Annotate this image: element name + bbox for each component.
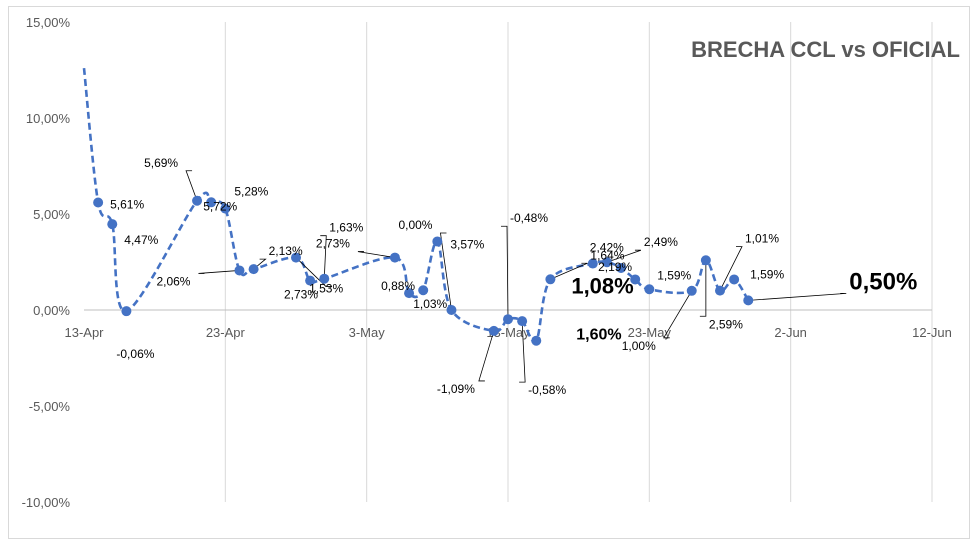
data-label: 1,59% <box>750 267 784 281</box>
data-label: 5,61% <box>110 197 144 211</box>
leader-line <box>185 170 198 201</box>
data-label: 1,63% <box>329 221 363 235</box>
leader-line <box>198 270 240 274</box>
data-point <box>234 265 245 276</box>
data-label: 0,00% <box>398 218 432 232</box>
data-point <box>305 275 316 286</box>
x-tick-label: 12-Jun <box>912 325 952 340</box>
data-point <box>700 255 711 266</box>
x-tick-label: 2-Jun <box>774 325 807 340</box>
data-label: 2,19% <box>598 260 632 274</box>
data-label: 0,50% <box>849 268 917 295</box>
data-label: 4,47% <box>124 233 158 247</box>
data-point <box>531 335 542 346</box>
data-point <box>503 314 513 325</box>
data-point <box>644 284 655 295</box>
data-label: 3,57% <box>450 237 484 251</box>
data-point <box>517 316 528 327</box>
data-label: -0,58% <box>528 383 566 397</box>
data-point <box>220 203 231 214</box>
data-point <box>488 325 499 336</box>
leader-line <box>748 292 847 301</box>
data-label: -1,09% <box>437 382 475 396</box>
data-label: 5,69% <box>144 156 178 170</box>
data-point <box>630 274 641 285</box>
data-label: 2,73% <box>284 288 318 302</box>
data-label: 1,60% <box>576 327 621 344</box>
y-tick-label: 0,00% <box>33 303 70 318</box>
data-point <box>601 257 612 268</box>
data-point <box>715 285 725 296</box>
data-label: 1,03% <box>413 297 447 311</box>
data-point <box>291 252 301 263</box>
leader-line <box>519 321 526 383</box>
y-tick-label: -10,00% <box>22 495 71 510</box>
data-point <box>545 274 556 285</box>
gridlines <box>224 22 933 502</box>
data-label: 1,64% <box>590 248 624 262</box>
data-label: 2,42% <box>590 241 624 255</box>
data-point <box>432 236 443 247</box>
data-label: -0,06% <box>116 347 154 361</box>
data-label: 2,13% <box>269 244 303 258</box>
leader-line <box>550 262 588 280</box>
data-point <box>404 288 415 299</box>
data-point <box>587 258 598 269</box>
data-point <box>107 219 118 230</box>
data-points <box>93 195 754 346</box>
leader-line <box>606 249 642 263</box>
y-tick-label: 10,00% <box>26 111 71 126</box>
y-tick-label: -5,00% <box>29 399 71 414</box>
leader-line <box>663 290 693 339</box>
leader-line <box>478 330 495 382</box>
y-axis-ticks: -10,00% -5,00% 0,00% 5,00% 10,00% 15,00% <box>22 15 71 510</box>
data-point <box>686 285 697 296</box>
data-label: 1,00% <box>622 339 656 353</box>
data-label: 5,72% <box>203 199 237 213</box>
chart-title: BRECHA CCL vs OFICIAL <box>691 37 960 62</box>
leader-line <box>320 235 327 279</box>
data-label: 0,88% <box>381 279 415 293</box>
label-leader-lines <box>185 170 847 383</box>
x-tick-label: 23-May <box>628 325 672 340</box>
leader-line <box>357 251 395 258</box>
leader-line <box>699 260 707 317</box>
leader-line <box>295 257 332 287</box>
x-axis-ticks: 13-Apr 23-Apr 3-May 13-May 23-May 2-Jun 12-Jun <box>64 325 951 340</box>
data-label: 1,08% <box>571 273 633 298</box>
data-point <box>93 197 104 208</box>
data-point <box>616 262 627 273</box>
data-label: -0,48% <box>510 211 548 225</box>
data-point <box>319 273 330 284</box>
data-label: 2,73% <box>316 237 350 251</box>
leader-line <box>440 232 452 311</box>
data-point <box>248 264 259 275</box>
data-point <box>206 197 217 208</box>
data-label: 2,06% <box>156 274 190 288</box>
data-point <box>418 285 429 296</box>
data-point <box>389 252 400 263</box>
data-label: 1,53% <box>309 282 343 296</box>
leader-line <box>501 225 509 320</box>
leader-line <box>719 246 743 291</box>
data-point <box>729 274 740 285</box>
leader-line <box>253 258 267 270</box>
data-label: 1,01% <box>745 232 779 246</box>
data-point <box>192 195 203 206</box>
data-point <box>743 295 754 306</box>
data-label: 2,49% <box>644 235 678 249</box>
x-tick-label: 3-May <box>349 325 386 340</box>
data-label: 2,59% <box>709 317 743 331</box>
data-point <box>446 305 457 315</box>
data-label: 1,59% <box>657 268 691 282</box>
x-tick-label: 23-Apr <box>206 325 246 340</box>
chart-frame <box>8 6 970 539</box>
x-tick-label: 13-Apr <box>64 325 104 340</box>
y-tick-label: 5,00% <box>33 207 70 222</box>
data-point <box>121 306 132 317</box>
data-labels: 5,61% 4,47% -0,06% 5,69% 5,72%5,28% 2,06% 2,13… <box>110 156 917 397</box>
data-label: 5,28% <box>234 185 268 199</box>
y-tick-label: 15,00% <box>26 15 71 30</box>
